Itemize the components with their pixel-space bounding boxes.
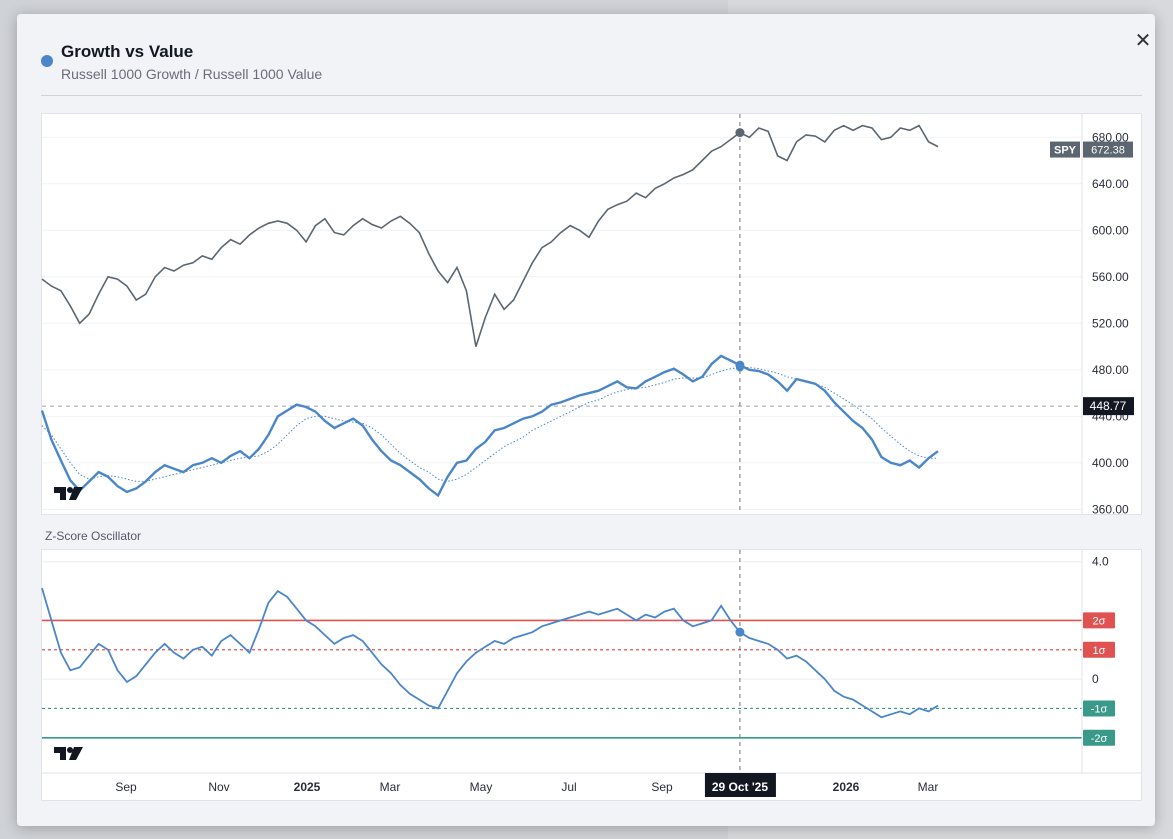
price-tick-label: 360.00 [1092, 502, 1129, 516]
zscore-line [41, 587, 939, 719]
time-tick-label: 2026 [833, 780, 860, 794]
crosshair-value-label: 448.77 [1090, 399, 1127, 413]
tradingview-logo [54, 487, 83, 760]
sigma-level-badge [1083, 729, 1115, 746]
tradingview-logo-mark [54, 487, 83, 500]
sigma-level-label: -2σ [1091, 733, 1108, 745]
sigma-level-label: -1σ [1091, 703, 1108, 715]
crosshair-date-label: 29 Oct '25 [712, 780, 769, 794]
modal-title: Growth vs Value [61, 42, 194, 61]
time-tick-label: Jul [561, 780, 576, 794]
price-grid [42, 136, 1082, 510]
price-panel-frame [41, 113, 1142, 515]
oscillator-tick-label: 4.0 [1092, 555, 1109, 569]
spy-line [41, 124, 939, 347]
spy-marker [735, 128, 745, 138]
time-axis-ticks: Sep Nov 2025 Mar May Jul Sep 2026 Mar 29 Oct '25 [115, 773, 938, 797]
time-tick-label: Mar [380, 780, 401, 794]
moving-average-marker [735, 363, 744, 372]
price-tick-label: 480.00 [1092, 363, 1129, 377]
series-color-dot [41, 55, 53, 67]
price-tick-label: 520.00 [1092, 316, 1129, 330]
zscore-marker [735, 627, 745, 637]
spy-value-badge [1083, 141, 1133, 158]
time-tick-label: May [470, 780, 493, 794]
oscillator-panel-frame [41, 549, 1142, 801]
oscillator-tick-label: 0 [1092, 672, 1099, 686]
crosshair-date-badge [704, 773, 776, 797]
time-tick-label: Sep [651, 780, 673, 794]
time-tick-label: Mar [918, 780, 939, 794]
time-tick-label: Sep [115, 780, 137, 794]
tradingview-logo-mark [54, 747, 83, 760]
oscillator-title: Z-Score Oscillator [45, 529, 142, 543]
close-icon[interactable]: ✕ [1134, 30, 1152, 52]
sigma-level-badge [1083, 700, 1115, 717]
modal-subtitle: Russell 1000 Growth / Russell 1000 Value [61, 66, 323, 82]
price-value-labels: SPY 672.38 448.77 [1050, 141, 1134, 416]
spy-symbol-badge [1050, 141, 1080, 158]
price-tick-label: 600.00 [1092, 223, 1129, 237]
spy-symbol-label: SPY [1054, 145, 1077, 157]
time-tick-label: 2025 [294, 780, 321, 794]
sigma-level-label: 2σ [1093, 615, 1106, 627]
crosshair-value-badge [1083, 397, 1134, 416]
oscillator-grid [42, 561, 1082, 680]
time-tick-label: Nov [208, 780, 229, 794]
price-axis-ticks: 680.00640.00600.00560.00520.00480.00440.… [1092, 130, 1129, 516]
moving-average-line [41, 367, 938, 482]
price-tick-label: 400.00 [1092, 456, 1129, 470]
sigma-level-badge [1083, 641, 1115, 658]
sigma-level-badge [1083, 612, 1115, 629]
header-divider [41, 95, 1142, 96]
sigma-level-label: 1σ [1093, 645, 1106, 657]
spy-value-label: 672.38 [1091, 145, 1125, 157]
crosshair-markers [735, 128, 745, 637]
price-tick-label: 640.00 [1092, 177, 1129, 191]
oscillator-axis-ticks: 4.00 [1092, 555, 1109, 686]
price-tick-label: 680.00 [1092, 130, 1129, 144]
price-tick-label: 560.00 [1092, 270, 1129, 284]
growth-value-line [40, 354, 939, 498]
